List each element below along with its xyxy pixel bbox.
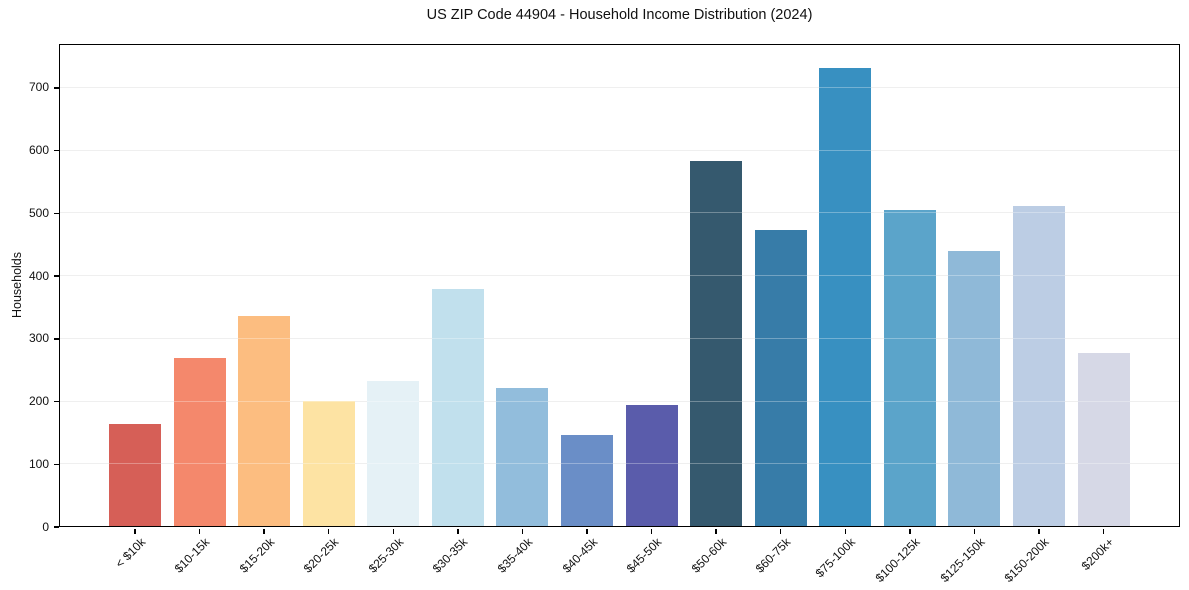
gridline-overlay-700 (59, 86, 1180, 88)
x-tick-mark-9 (715, 528, 717, 534)
plot-area (59, 44, 1180, 527)
x-tick-mark-4 (392, 528, 394, 534)
x-tick-mark-11 (844, 528, 846, 534)
x-tick-label-25-30k: $25-30k (365, 535, 407, 576)
y-axis-label: Households (10, 251, 24, 319)
bar-40-45k (560, 434, 613, 527)
x-tick-mark-13 (973, 528, 976, 534)
y-tick-mark-0 (54, 526, 59, 528)
bar-20-25k (302, 400, 355, 527)
x-tick-mark-15 (1102, 528, 1105, 534)
chart-title: US ZIP Code 44904 - Household Income Dis… (426, 7, 813, 23)
x-tick-label-75-100k: $75-100k (812, 535, 859, 581)
y-tick-label-300: 300 (28, 331, 49, 346)
y-tick-mark-100 (54, 463, 59, 465)
x-tick-mark-12 (909, 528, 911, 534)
y-tick-mark-300 (54, 338, 59, 340)
bar-10k (109, 423, 161, 527)
gridline-overlay-100 (59, 463, 1180, 465)
gridline-overlay-200 (59, 400, 1180, 402)
x-tick-label-200k: $200k+ (1078, 535, 1117, 573)
bar-60-75k (754, 229, 807, 527)
y-tick-mark-600 (54, 149, 59, 152)
y-tick-mark-700 (54, 87, 59, 89)
y-tick-label-700: 700 (28, 80, 49, 95)
gridline-300 (59, 337, 1180, 339)
x-tick-mark-6 (521, 528, 524, 534)
x-tick-label-15-20k: $15-20k (236, 535, 278, 576)
x-tick-mark-1 (198, 528, 201, 534)
bar-75-100k (819, 67, 872, 527)
x-tick-label-45-50k: $45-50k (623, 535, 665, 576)
x-tick-mark-10 (780, 528, 782, 534)
x-tick-mark-0 (134, 528, 136, 534)
bar-35-40k (496, 387, 549, 527)
x-tick-label-150-200k: $150-200k (1001, 535, 1052, 586)
x-tick-mark-2 (263, 528, 265, 534)
x-tick-mark-8 (650, 528, 653, 534)
gridline-overlay-600 (59, 149, 1180, 151)
x-tick-label-60-75k: $60-75k (753, 535, 794, 576)
bar-45-50k (625, 404, 678, 527)
bar-25-30k (367, 381, 420, 527)
gridline-overlay-500 (59, 212, 1180, 214)
bar-30-35k (431, 288, 484, 527)
gridline-200 (59, 400, 1180, 402)
bar-15-20k (238, 315, 291, 527)
y-tick-label-500: 500 (28, 205, 49, 220)
bar-100-125k (883, 210, 936, 527)
y-tick-label-400: 400 (28, 268, 49, 283)
x-tick-mark-7 (586, 528, 588, 534)
gridline-700 (59, 86, 1180, 88)
y-tick-label-200: 200 (28, 394, 49, 409)
x-tick-mark-3 (328, 528, 330, 534)
bar-200k (1077, 352, 1130, 527)
gridline-600 (59, 149, 1180, 151)
x-tick-label-10-15k: $10-15k (171, 535, 213, 576)
x-tick-label-35-40k: $35-40k (494, 535, 536, 576)
y-tick-label-600: 600 (28, 143, 49, 158)
gridline-overlay-300 (59, 337, 1180, 339)
y-tick-mark-400 (54, 275, 59, 277)
x-tick-label-20-25k: $20-25k (301, 535, 342, 576)
x-tick-label-10k: < $10k (112, 535, 148, 571)
x-tick-label-100-125k: $100-125k (872, 535, 923, 586)
gridline-400 (59, 275, 1180, 277)
x-tick-label-50-60k: $50-60k (688, 535, 730, 576)
y-tick-label-100: 100 (28, 456, 49, 471)
bar-125-150k (948, 251, 1001, 527)
x-tick-label-30-35k: $30-35k (430, 535, 471, 576)
bar-10-15k (173, 357, 226, 527)
axes-spines (59, 44, 1180, 527)
gridline-500 (59, 212, 1180, 214)
y-tick-label-0: 0 (42, 519, 49, 534)
gridline-100 (59, 463, 1180, 465)
x-tick-label-125-150k: $125-150k (937, 535, 988, 586)
x-tick-label-40-45k: $40-45k (559, 535, 600, 576)
x-tick-mark-14 (1038, 528, 1040, 534)
gridline-overlay-400 (59, 275, 1180, 277)
bar-150-200k (1012, 206, 1065, 527)
bar-50-60k (690, 160, 743, 527)
y-tick-mark-500 (54, 212, 59, 215)
x-tick-mark-5 (457, 528, 459, 534)
y-tick-mark-200 (54, 400, 59, 403)
